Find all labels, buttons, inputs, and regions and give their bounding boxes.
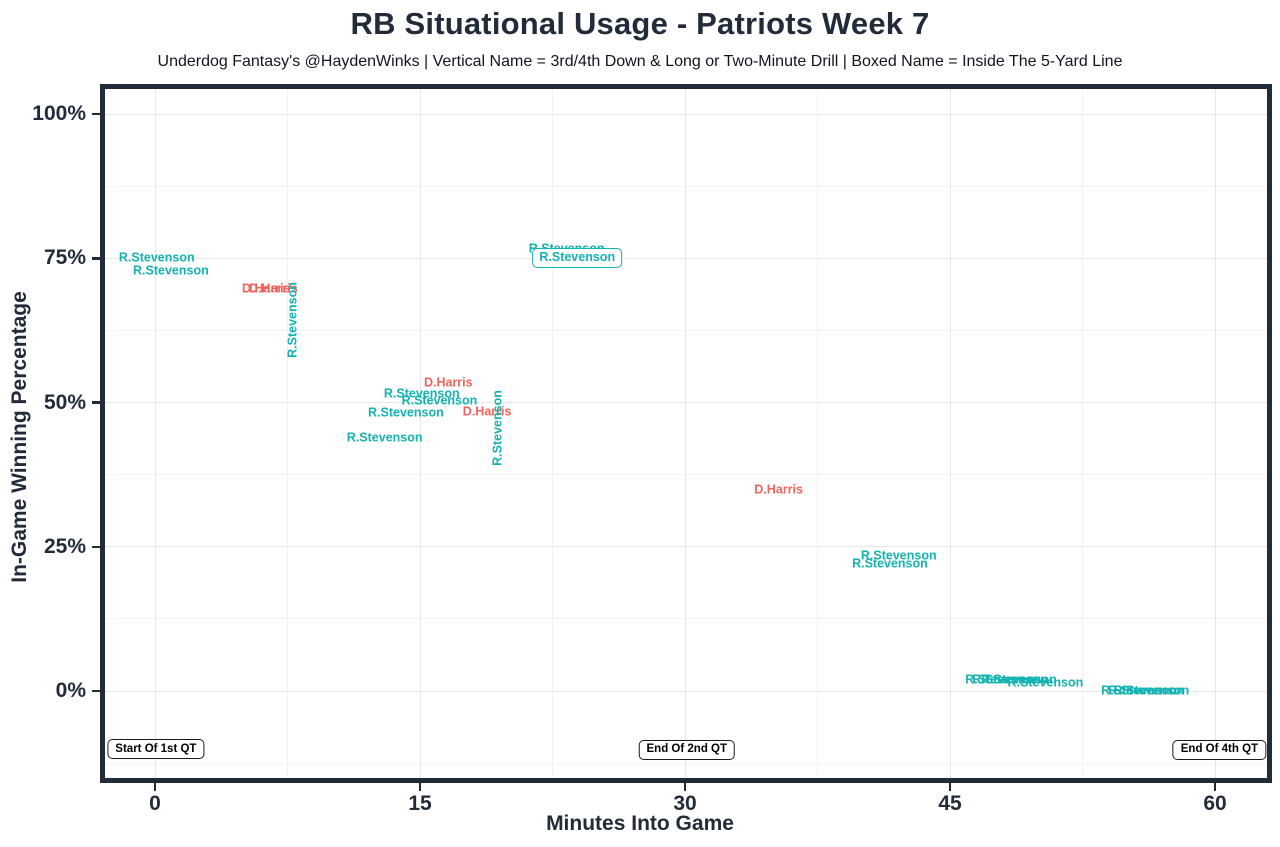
gridline-x-major [949, 89, 951, 778]
y-tick-mark [92, 112, 100, 116]
player-label-rstevenson-boxed: R.Stevenson [532, 248, 623, 269]
player-label-rstevenson: R.Stevenson [972, 672, 1048, 687]
player-label-rstevenson: R.Stevenson [965, 672, 1041, 687]
x-tick-label: 45 [938, 792, 962, 815]
player-label-rstevenson: R.Stevenson [133, 263, 209, 278]
y-tick-mark [92, 257, 100, 260]
gridline-x-major [1214, 89, 1216, 778]
gridline-y-minor [105, 185, 1267, 187]
y-tick-label: 75% [43, 246, 86, 270]
x-tick-mark [153, 783, 157, 791]
player-label-rstevenson: R.Stevenson [118, 250, 195, 265]
gridline-x-major [154, 89, 156, 778]
player-label-dharris: D.Harris [241, 281, 291, 296]
gridline-x-minor [817, 89, 818, 778]
gridline-y-major [105, 546, 1267, 548]
y-tick-label: 50% [43, 390, 86, 414]
player-label-rstevenson: R.Stevenson [1007, 675, 1084, 690]
player-label-rstevenson: R.Stevenson [368, 405, 444, 420]
gridline-y-minor [105, 329, 1267, 331]
x-tick-label: 15 [408, 792, 432, 815]
gridline-y-minor [105, 618, 1267, 620]
player-label-dharris: D.Harris [423, 375, 473, 390]
gridline-x-minor [552, 89, 553, 778]
annotation-box: Start Of 1st QT [107, 739, 205, 760]
gridline-x-major [419, 89, 421, 778]
y-tick-label: 100% [32, 102, 86, 125]
x-tick-label: 30 [673, 792, 697, 815]
gridline-y-major [105, 257, 1267, 259]
x-tick-label: 60 [1203, 792, 1227, 815]
x-tick-mark [1213, 783, 1217, 791]
gridline-x-minor [1082, 89, 1083, 778]
gridline-x-minor [287, 89, 288, 778]
gridline-y-major [105, 690, 1267, 692]
y-tick-label: 0% [55, 679, 86, 702]
player-label-rstevenson: R.Stevenson [852, 556, 928, 571]
x-axis-title: Minutes Into Game [546, 812, 734, 835]
gridline-y-major [105, 113, 1267, 115]
player-label-dharris: D.Harris [754, 482, 803, 497]
gridline-y-minor [105, 474, 1267, 476]
y-tick-mark [92, 401, 100, 404]
annotation-box: End Of 4th QT [1172, 739, 1267, 760]
x-tick-label: 0 [149, 792, 161, 815]
gridline-y-major [105, 402, 1267, 403]
player-label-rstevenson: R.Stevenson [1113, 683, 1190, 698]
chart-title: RB Situational Usage - Patriots Week 7 [350, 6, 930, 41]
player-label-rstevenson-vertical: R.Stevenson [285, 282, 300, 358]
annotation-box: End Of 2nd QT [638, 739, 736, 760]
plot-area [105, 89, 1267, 778]
x-tick-mark [948, 783, 952, 791]
player-label-rstevenson: R.Stevenson [401, 393, 478, 408]
player-label-rstevenson: R.Stevenson [383, 386, 460, 401]
x-tick-mark [418, 783, 422, 791]
player-label-rstevenson: R.Stevenson [1101, 683, 1177, 698]
player-label-rstevenson-vertical: R.Stevenson [490, 390, 505, 466]
x-tick-mark [683, 783, 687, 791]
chart-subtitle: Underdog Fantasy's @HaydenWinks | Vertic… [157, 53, 1123, 70]
player-label-rstevenson: R.Stevenson [1108, 683, 1184, 698]
player-label-dharris: D.Harris [462, 404, 512, 419]
player-label-rstevenson: R.Stevenson [981, 672, 1057, 687]
player-label-dharris: D.Harris [249, 281, 298, 296]
player-label-rstevenson: R.Stevenson [346, 430, 423, 445]
y-tick-mark [92, 689, 100, 693]
player-label-rstevenson: R.Stevenson [860, 548, 937, 563]
y-tick-label: 25% [43, 534, 86, 558]
y-tick-mark [92, 545, 100, 548]
gridline-x-major [684, 89, 686, 778]
gridline-y-minor [105, 762, 1267, 764]
